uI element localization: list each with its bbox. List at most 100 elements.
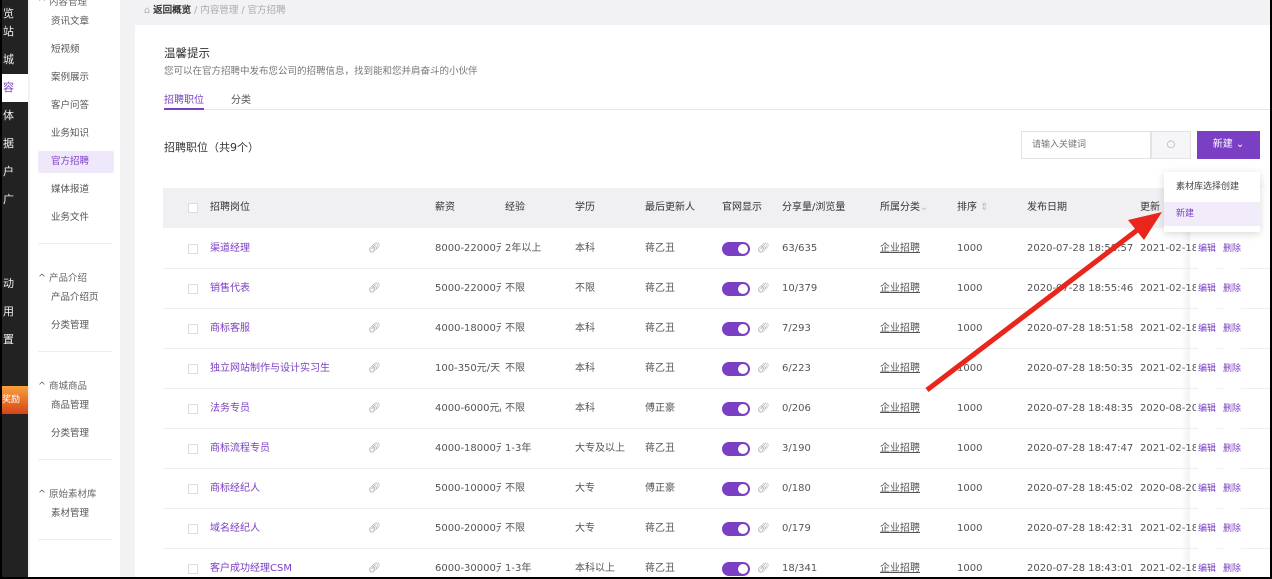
position-link[interactable]: 商标流程专员 bbox=[210, 443, 270, 454]
website-display-toggle[interactable] bbox=[722, 482, 750, 496]
website-display-toggle[interactable] bbox=[722, 242, 750, 256]
sidebar-item[interactable]: 素材管理 bbox=[51, 508, 90, 519]
link-icon[interactable]: 🔗︎ bbox=[368, 363, 381, 374]
edit-link[interactable]: 编辑 bbox=[1198, 309, 1217, 349]
category-link[interactable]: 企业招聘 bbox=[880, 403, 920, 414]
sidebar-item[interactable]: 客户问答 bbox=[51, 100, 90, 111]
position-link[interactable]: 渠道经理 bbox=[210, 243, 250, 254]
sidebar-item[interactable]: 业务知识 bbox=[51, 128, 90, 139]
delete-link[interactable]: 删除 bbox=[1223, 509, 1242, 549]
link-icon[interactable]: 🔗︎ bbox=[757, 323, 770, 334]
search-button[interactable]: ○ bbox=[1151, 131, 1191, 159]
category-link[interactable]: 企业招聘 bbox=[880, 323, 920, 334]
link-icon[interactable]: 🔗︎ bbox=[757, 483, 770, 494]
position-link[interactable]: 独立网站制作与设计实习生 bbox=[210, 363, 330, 374]
edit-link[interactable]: 编辑 bbox=[1198, 469, 1217, 509]
breadcrumb-home[interactable]: 返回概览 bbox=[153, 5, 192, 16]
primary-nav-item[interactable]: 体 bbox=[3, 109, 14, 122]
link-icon[interactable]: 🔗︎ bbox=[757, 363, 770, 374]
category-link[interactable]: 企业招聘 bbox=[880, 523, 920, 534]
primary-nav-item[interactable]: 用 bbox=[3, 305, 14, 318]
link-icon[interactable]: 🔗︎ bbox=[757, 443, 770, 454]
delete-link[interactable]: 删除 bbox=[1223, 549, 1242, 577]
search-input[interactable] bbox=[1021, 131, 1151, 159]
delete-link[interactable]: 删除 bbox=[1223, 429, 1242, 469]
link-icon[interactable]: 🔗︎ bbox=[757, 243, 770, 254]
menu-item-from-library[interactable]: 素材库选择创建 bbox=[1176, 182, 1240, 192]
sidebar-group-title[interactable]: ^ 产品介绍 bbox=[38, 273, 87, 284]
tab-categories[interactable]: 分类 bbox=[231, 95, 251, 106]
position-link[interactable]: 销售代表 bbox=[210, 283, 250, 294]
primary-nav-item[interactable]: 置 bbox=[3, 333, 14, 346]
website-display-toggle[interactable] bbox=[722, 442, 750, 456]
category-link[interactable]: 企业招聘 bbox=[880, 363, 920, 374]
sidebar-group-title[interactable]: ^ 原始素材库 bbox=[38, 489, 97, 500]
website-display-toggle[interactable] bbox=[722, 362, 750, 376]
website-display-toggle[interactable] bbox=[722, 282, 750, 296]
sidebar-item[interactable]: 媒体报道 bbox=[51, 184, 90, 195]
link-icon[interactable]: 🔗︎ bbox=[368, 443, 381, 454]
sidebar-item[interactable]: 案例展示 bbox=[51, 72, 90, 83]
edit-link[interactable]: 编辑 bbox=[1198, 229, 1217, 269]
link-icon[interactable]: 🔗︎ bbox=[368, 483, 381, 494]
link-icon[interactable]: 🔗︎ bbox=[757, 523, 770, 534]
primary-nav-item[interactable]: 户 bbox=[3, 165, 14, 178]
primary-nav-item[interactable]: 城 bbox=[3, 53, 14, 66]
col-sort[interactable]: 排序 ⇕ bbox=[957, 202, 989, 213]
link-icon[interactable]: 🔗︎ bbox=[757, 563, 770, 574]
primary-nav-item[interactable]: 览 bbox=[3, 7, 14, 20]
delete-link[interactable]: 删除 bbox=[1223, 389, 1242, 429]
delete-link[interactable]: 删除 bbox=[1223, 269, 1242, 309]
sidebar-item[interactable]: 分类管理 bbox=[51, 428, 90, 439]
link-icon[interactable]: 🔗︎ bbox=[757, 403, 770, 414]
position-link[interactable]: 客户成功经理CSM bbox=[210, 563, 292, 574]
link-icon[interactable]: 🔗︎ bbox=[368, 563, 381, 574]
sidebar-item[interactable]: 分类管理 bbox=[51, 320, 90, 331]
sidebar-group-title[interactable]: ^ 商城商品 bbox=[38, 381, 87, 392]
tab-positions[interactable]: 招聘职位 bbox=[164, 91, 204, 110]
breadcrumb-item[interactable]: 内容管理 bbox=[200, 5, 239, 16]
link-icon[interactable]: 🔗︎ bbox=[368, 323, 381, 334]
primary-nav-item[interactable]: 广 bbox=[3, 193, 14, 206]
position-link[interactable]: 商标经纪人 bbox=[210, 483, 260, 494]
sidebar-item[interactable]: 产品介绍页 bbox=[51, 292, 99, 303]
link-icon[interactable]: 🔗︎ bbox=[368, 523, 381, 534]
row-checkbox[interactable] bbox=[188, 404, 198, 414]
link-icon[interactable]: 🔗︎ bbox=[368, 403, 381, 414]
new-button[interactable]: 新建 ⌄ bbox=[1197, 131, 1260, 159]
row-checkbox[interactable] bbox=[188, 564, 198, 574]
edit-link[interactable]: 编辑 bbox=[1198, 389, 1217, 429]
edit-link[interactable]: 编辑 bbox=[1198, 349, 1217, 389]
delete-link[interactable]: 删除 bbox=[1223, 309, 1242, 349]
category-link[interactable]: 企业招聘 bbox=[880, 243, 920, 254]
row-checkbox[interactable] bbox=[188, 284, 198, 294]
sidebar-group-title[interactable]: ^ 内容管理 bbox=[38, 0, 87, 8]
primary-nav-item[interactable]: 动 bbox=[3, 277, 14, 290]
position-link[interactable]: 法务专员 bbox=[210, 403, 250, 414]
primary-nav-item[interactable]: 据 bbox=[3, 137, 14, 150]
col-category[interactable]: 所属分类⌄ bbox=[880, 202, 929, 213]
category-link[interactable]: 企业招聘 bbox=[880, 283, 920, 294]
link-icon[interactable]: 🔗︎ bbox=[368, 283, 381, 294]
delete-link[interactable]: 删除 bbox=[1223, 349, 1242, 389]
edit-link[interactable]: 编辑 bbox=[1198, 429, 1217, 469]
sidebar-item[interactable]: 业务文件 bbox=[51, 212, 90, 223]
position-link[interactable]: 域名经纪人 bbox=[210, 523, 260, 534]
delete-link[interactable]: 删除 bbox=[1223, 229, 1242, 269]
row-checkbox[interactable] bbox=[188, 324, 198, 334]
website-display-toggle[interactable] bbox=[722, 322, 750, 336]
sidebar-item[interactable]: 资讯文章 bbox=[51, 16, 90, 27]
primary-nav-item[interactable]: 容 bbox=[2, 74, 28, 102]
category-link[interactable]: 企业招聘 bbox=[880, 563, 920, 574]
website-display-toggle[interactable] bbox=[722, 402, 750, 416]
select-all-checkbox[interactable] bbox=[188, 203, 198, 213]
row-checkbox[interactable] bbox=[188, 244, 198, 254]
row-checkbox[interactable] bbox=[188, 364, 198, 374]
row-checkbox[interactable] bbox=[188, 484, 198, 494]
sidebar-item[interactable]: 短视频 bbox=[51, 44, 80, 55]
reward-badge[interactable]: 奖励 bbox=[2, 386, 28, 414]
menu-item-new[interactable]: 新建 bbox=[1164, 202, 1260, 226]
website-display-toggle[interactable] bbox=[722, 562, 750, 576]
edit-link[interactable]: 编辑 bbox=[1198, 509, 1217, 549]
edit-link[interactable]: 编辑 bbox=[1198, 269, 1217, 309]
